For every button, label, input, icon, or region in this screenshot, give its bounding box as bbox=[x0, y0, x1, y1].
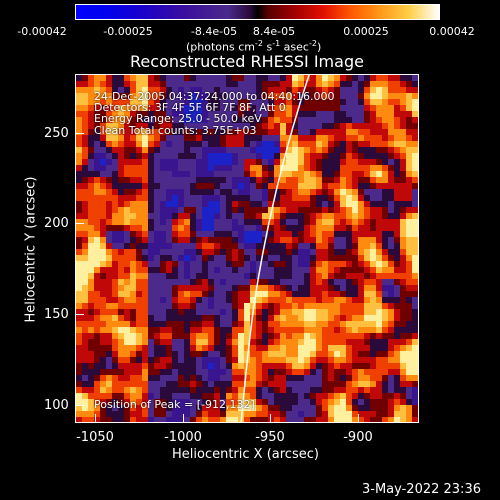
x-tick-label: -1000 bbox=[164, 430, 202, 445]
x-tick-label: -1050 bbox=[76, 430, 114, 445]
colorbar-tick-label: 0.00042 bbox=[429, 25, 475, 38]
x-tick-label: -900 bbox=[343, 430, 373, 445]
y-tick-mark bbox=[76, 133, 84, 134]
x-tick-mark bbox=[95, 414, 96, 422]
info-energy-range: Energy Range: 25.0 - 50.0 keV bbox=[94, 112, 262, 125]
colorbar-unit-label: (photons cm-2 s-1 asec-2) bbox=[186, 39, 322, 54]
x-tick-mark bbox=[183, 414, 184, 422]
x-axis-label: Heliocentric X (arcsec) bbox=[172, 447, 319, 462]
info-detectors: Detectors: 3F 4F 5F 6F 7F 8F, Att 0 bbox=[94, 101, 286, 114]
info-peak-position: Position of Peak = [-912,132] bbox=[94, 398, 255, 411]
info-clean-counts: Clean Total counts: 3.75E+03 bbox=[94, 124, 257, 137]
rhessi-image bbox=[75, 74, 419, 423]
colorbar-tick-label: 8.4e-05 bbox=[252, 25, 296, 38]
y-tick-label: 100 bbox=[44, 398, 69, 413]
colorbar bbox=[75, 4, 440, 20]
heatmap-canvas bbox=[76, 75, 418, 422]
colorbar-tick-label: 0.00025 bbox=[343, 25, 389, 38]
footer-date: 3-May-2022 23:36 bbox=[362, 482, 481, 497]
x-tick-mark bbox=[270, 414, 271, 422]
y-tick-label: 200 bbox=[44, 216, 69, 231]
solar-limb bbox=[240, 75, 310, 422]
y-tick-mark bbox=[76, 405, 84, 406]
y-tick-mark bbox=[76, 223, 84, 224]
colorbar-tick-label: -0.00025 bbox=[103, 25, 153, 38]
colorbar-tick-label: -0.00042 bbox=[17, 25, 67, 38]
y-tick-mark bbox=[76, 314, 84, 315]
y-tick-label: 250 bbox=[44, 126, 69, 141]
x-tick-label: -950 bbox=[255, 430, 285, 445]
plot-title: Reconstructed RHESSI Image bbox=[130, 52, 364, 71]
colorbar-tick-label: -8.4e-05 bbox=[190, 25, 238, 38]
y-axis-label: Heliocentric Y (arcsec) bbox=[23, 176, 39, 323]
info-time-range: 24-Dec-2005 04:37:24.000 to 04:40:16.000 bbox=[94, 90, 335, 103]
y-tick-label: 150 bbox=[44, 307, 69, 322]
x-tick-mark bbox=[358, 414, 359, 422]
